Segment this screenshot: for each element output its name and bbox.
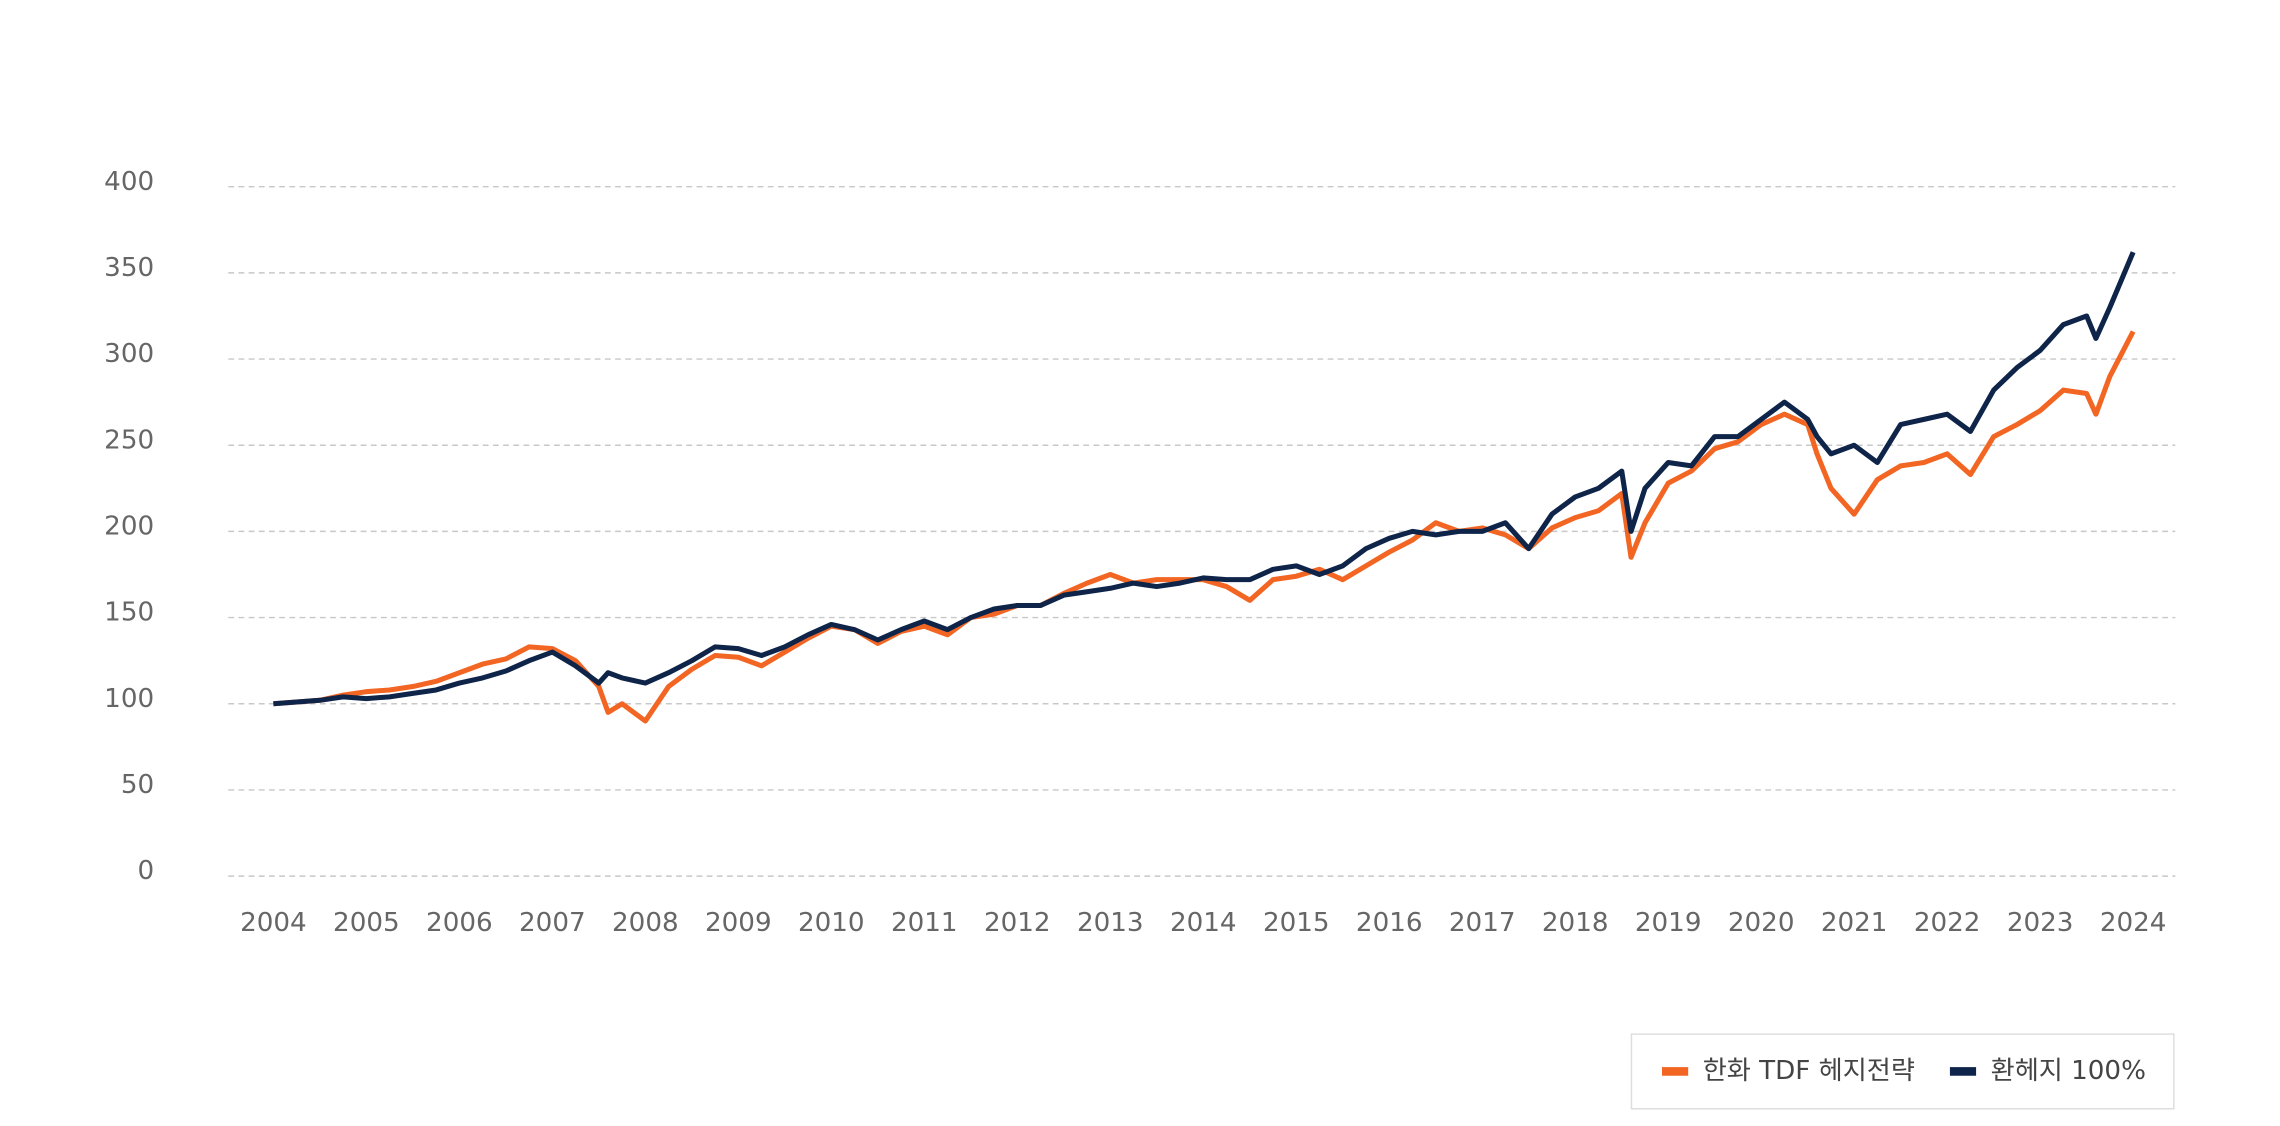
x-tick-label: 2015 — [1263, 908, 1330, 938]
legend-box — [1630, 1033, 2175, 1110]
x-tick-label: 2012 — [984, 908, 1051, 938]
x-tick-label: 2013 — [1077, 908, 1144, 938]
x-tick-label: 2006 — [426, 908, 493, 938]
y-tick-label: 300 — [104, 339, 154, 369]
x-tick-label: 2020 — [1728, 908, 1795, 938]
y-tick-label: 350 — [104, 253, 154, 283]
x-tick-label: 2021 — [1821, 908, 1888, 938]
x-tick-label: 2016 — [1356, 908, 1423, 938]
x-tick-label: 2008 — [612, 908, 679, 938]
y-tick-label: 50 — [121, 770, 154, 800]
x-tick-label: 2009 — [705, 908, 772, 938]
legend-swatch — [1662, 1067, 1689, 1076]
series-line — [273, 251, 2136, 707]
y-tick-label: 100 — [104, 684, 154, 714]
x-tick-label: 2017 — [1449, 908, 1516, 938]
y-tick-label: 200 — [104, 512, 154, 542]
x-tick-label: 2014 — [1170, 908, 1237, 938]
series-line — [273, 330, 2136, 724]
legend-label: 환헤지 100% — [1991, 1056, 2146, 1086]
x-tick-label: 2018 — [1542, 908, 1609, 938]
y-tick-label: 400 — [104, 167, 154, 197]
x-tick-label: 2004 — [240, 908, 307, 938]
y-tick-label: 150 — [104, 598, 154, 628]
legend-swatch — [1949, 1067, 1977, 1076]
x-tick-label: 2024 — [2100, 908, 2167, 938]
y-tick-label: 250 — [104, 426, 154, 456]
x-tick-label: 2019 — [1635, 908, 1702, 938]
x-tick-label: 2007 — [519, 908, 586, 938]
x-tick-label: 2005 — [333, 908, 400, 938]
legend-label: 한화 TDF 헤지전략 — [1703, 1056, 1915, 1086]
y-tick-label: 0 — [137, 856, 154, 886]
x-tick-label: 2010 — [798, 908, 865, 938]
x-tick-label: 2023 — [2007, 908, 2074, 938]
x-tick-label: 2022 — [1914, 908, 1981, 938]
x-tick-label: 2011 — [891, 908, 958, 938]
